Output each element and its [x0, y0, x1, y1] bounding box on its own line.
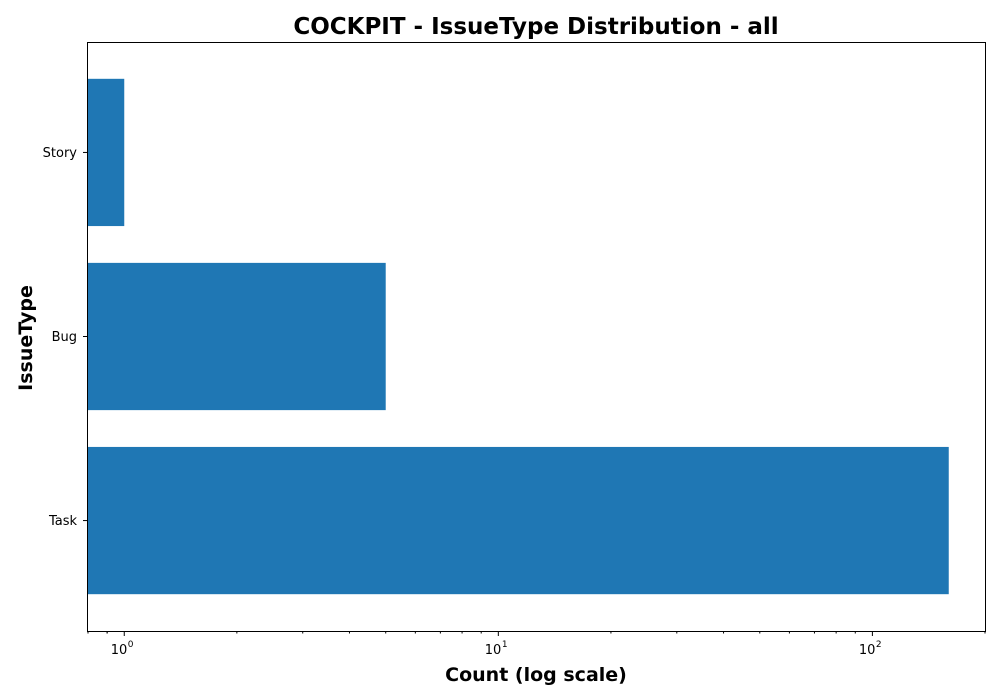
bar-story: [88, 78, 125, 227]
x-tick-exponent: 1: [502, 640, 508, 650]
y-axis-label: IssueType: [15, 285, 37, 391]
plot-frame: [87, 42, 986, 632]
x-tick-exponent: 2: [876, 640, 882, 650]
y-tick-label: Story: [43, 146, 78, 161]
x-tick-label: 10: [485, 643, 502, 658]
x-tick-exponent: 0: [128, 640, 134, 650]
bars-group: [88, 78, 949, 595]
x-tick-label: 10: [111, 643, 128, 658]
chart-title: COCKPIT - IssueType Distribution - all: [293, 14, 778, 40]
x-ticks-group: 10 0 10 1 10 2: [87, 631, 986, 658]
x-axis-label: Count (log scale): [445, 664, 627, 686]
y-ticks-group: Task Bug Story: [43, 146, 88, 529]
bar-task: [88, 446, 949, 595]
bar-bug: [88, 262, 386, 411]
x-tick-label: 10: [859, 643, 876, 658]
y-tick-label: Task: [48, 514, 78, 529]
y-tick-label: Bug: [52, 330, 77, 345]
